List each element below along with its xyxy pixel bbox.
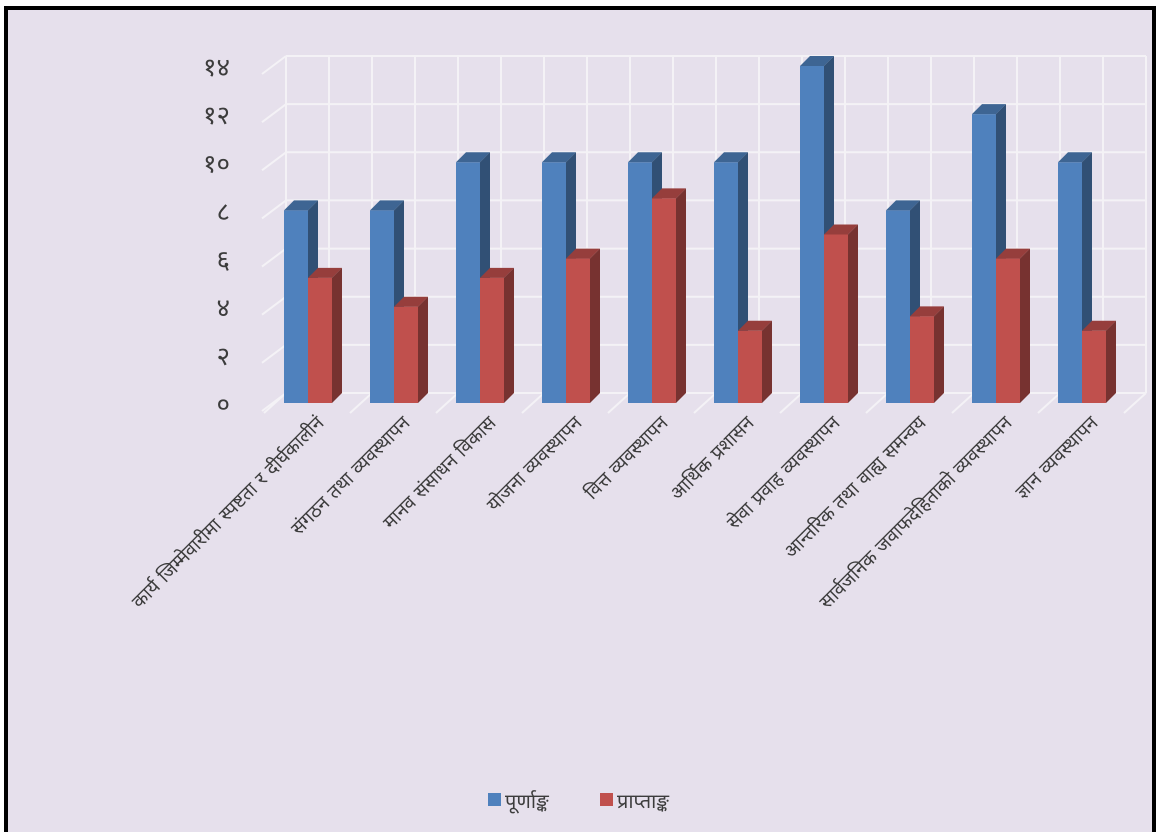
gridline-floor — [865, 392, 889, 414]
bar-obtained — [394, 296, 428, 403]
legend-label: पूर्णाङ्क — [505, 789, 550, 814]
y-tick-label: १४ — [203, 53, 230, 83]
gridline-floor — [521, 392, 545, 414]
legend-item: पूर्णाङ्क — [488, 789, 550, 814]
legend-label: प्राप्ताङ्क — [617, 789, 670, 813]
gridline-floor — [951, 392, 975, 414]
gridline-side — [261, 151, 287, 172]
y-tick-label: १२ — [203, 101, 230, 131]
legend-swatch — [488, 793, 501, 806]
chart-frame: ० २ ४ ६ ८ १० १२ १४ कार्य जिम्मेवारीमा स्पष्टता … — [4, 6, 1156, 832]
bar-obtained — [566, 248, 600, 403]
bar-obtained — [910, 306, 944, 403]
bar-obtained — [824, 224, 858, 403]
bar-chart: ० २ ४ ६ ८ १० १२ १४ कार्य जिम्मेवारीमा स्पष्टता … — [127, 53, 1147, 814]
bar-obtained — [652, 188, 686, 403]
y-tick-label: ६ — [216, 246, 230, 276]
gridline-side — [261, 295, 287, 316]
bar-total — [886, 200, 920, 403]
bar-total — [714, 152, 748, 403]
gridline-side — [261, 199, 287, 220]
gridline-side — [261, 247, 287, 268]
y-tick-label: ८ — [216, 197, 230, 227]
x-category-label: वित्त व्यवस्थापन — [580, 411, 673, 504]
x-category-label: आन्तरिक तथा वाह्य समन्वय — [779, 411, 931, 563]
gridline-floor — [607, 392, 631, 414]
legend-swatch — [600, 793, 613, 806]
bar-obtained — [308, 267, 342, 403]
y-tick-label: २ — [216, 342, 230, 372]
bars — [284, 56, 1116, 404]
y-axis-tick-labels: ० २ ४ ६ ८ १० १२ १४ — [203, 53, 230, 420]
gridline-floor — [349, 392, 373, 414]
gridline-floor — [1123, 392, 1147, 414]
x-category-label: आर्थिक प्रशासन — [665, 411, 759, 505]
bar-obtained — [1082, 320, 1116, 403]
gridline-floor — [693, 392, 717, 414]
bar-obtained — [996, 248, 1030, 403]
bar-obtained — [480, 267, 514, 403]
y-tick-label: ० — [216, 390, 230, 420]
gridline-side — [261, 344, 287, 364]
x-category-label: ज्ञान व्यवस्थापन — [1011, 412, 1103, 504]
gridline-side — [261, 103, 287, 123]
gridline-floor — [263, 392, 287, 414]
gridline-floor — [1037, 392, 1061, 414]
gridline-side — [261, 55, 287, 75]
y-tick-label: १० — [203, 149, 230, 179]
legend-item: प्राप्ताङ्क — [600, 789, 670, 813]
gridline-floor — [435, 392, 459, 414]
y-tick-label: ४ — [216, 294, 230, 324]
x-axis-category-labels: कार्य जिम्मेवारीमा स्पष्टता र दीर्घकालीन… — [127, 410, 1103, 613]
legend: पूर्णाङ्क प्राप्ताङ्क — [488, 789, 670, 814]
bar-obtained — [738, 320, 772, 403]
gridline-floor — [779, 392, 803, 414]
bar-total — [972, 104, 1006, 404]
